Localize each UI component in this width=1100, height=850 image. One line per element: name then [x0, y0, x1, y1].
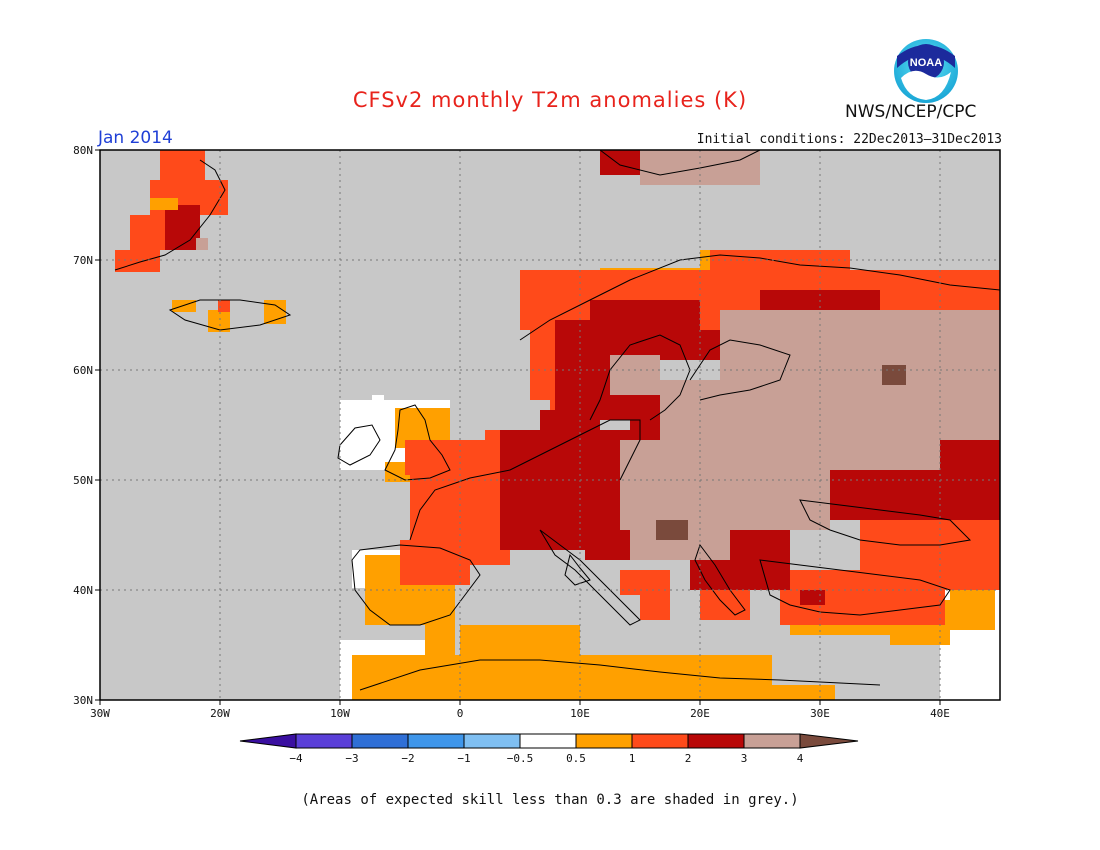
colorbar-label: −4 [289, 752, 303, 765]
colorbar-swatch [351, 733, 409, 749]
lon-tick-label: 20E [690, 707, 710, 720]
colorbar: −4 −3 −2 −1 −0.5 0.5 1 2 3 4 [239, 733, 859, 765]
lat-labels: 30N 40N 50N 60N 70N 80N [73, 144, 93, 707]
forecast-month: Jan 2014 [98, 128, 173, 148]
chart-title: CFSv2 monthly T2m anomalies (K) [352, 88, 748, 112]
colorbar-swatch [687, 733, 745, 749]
skill-note: (Areas of expected skill less than 0.3 a… [301, 792, 799, 808]
colorbar-label: −0.5 [507, 752, 534, 765]
colorbar-swatch [463, 733, 521, 749]
colorbar-label: 1 [629, 752, 636, 765]
colorbar-label: 3 [741, 752, 748, 765]
colorbar-low-arrow [239, 733, 297, 749]
noaa-logo-icon: NOAA [894, 39, 958, 103]
lat-tick-label: 70N [73, 254, 93, 267]
lat-tick-label: 30N [73, 694, 93, 707]
colorbar-swatch [295, 733, 353, 749]
anomaly-3-to-4 [610, 150, 1000, 560]
colorbar-swatch [519, 733, 577, 749]
colorbar-label: 0.5 [566, 752, 586, 765]
lon-tick-label: 10W [330, 707, 350, 720]
colorbar-swatch [631, 733, 689, 749]
lat-tick-label: 40N [73, 584, 93, 597]
map-grid [100, 150, 1000, 700]
lon-labels: 30W 20W 10W 0 10E 20E 30E 40E [90, 707, 950, 720]
lon-tick-label: 10E [570, 707, 590, 720]
colorbar-swatch [575, 733, 633, 749]
colorbar-label: −3 [345, 752, 358, 765]
colorbar-high-arrow [799, 733, 859, 749]
lon-tick-label: 0 [457, 707, 464, 720]
lon-tick-label: 30W [90, 707, 110, 720]
colorbar-label: −1 [457, 752, 470, 765]
lat-tick-label: 50N [73, 474, 93, 487]
greenland-anomaly [115, 150, 228, 272]
colorbar-swatch [743, 733, 801, 749]
map-frame [99, 149, 1001, 701]
lon-tick-label: 20W [210, 707, 230, 720]
colorbar-swatch [407, 733, 465, 749]
lon-tick-label: 30E [810, 707, 830, 720]
initial-conditions: Initial conditions: 22Dec2013–31Dec2013 [696, 132, 1002, 147]
coastlines [114, 150, 1000, 691]
iceland-anomaly [172, 300, 286, 332]
agency-label: NWS/NCEP/CPC [845, 102, 977, 122]
colorbar-label: 2 [685, 752, 692, 765]
lon-tick-label: 40E [930, 707, 950, 720]
colorbar-label: 4 [797, 752, 804, 765]
lat-tick-label: 80N [73, 144, 93, 157]
logo-text: NOAA [910, 57, 942, 69]
lat-tick-label: 60N [73, 364, 93, 377]
axis-ticks [95, 149, 941, 705]
colorbar-label: −2 [401, 752, 414, 765]
